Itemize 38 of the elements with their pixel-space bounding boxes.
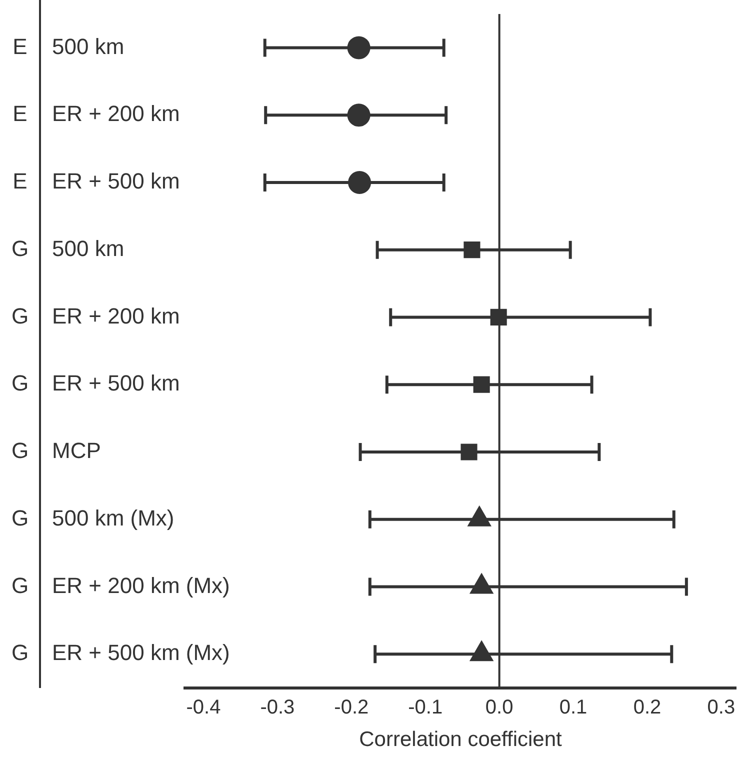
y-tick-label: MCP	[52, 438, 101, 464]
text: G	[11, 640, 29, 666]
point	[470, 640, 494, 662]
x-tick-label: 0.2	[633, 696, 662, 718]
point	[473, 376, 490, 393]
point	[348, 170, 372, 194]
text: G	[11, 303, 29, 328]
text: G	[11, 505, 29, 530]
y-tick-label: 500 km	[52, 34, 124, 59]
y-tick-label: ER + 200 km (Mx)	[52, 572, 230, 598]
y-tick-label: ER + 500 km	[52, 168, 180, 194]
x-tick-label: -0.2	[334, 696, 369, 718]
text: G	[11, 370, 29, 396]
x-axis-title: Correlation coefficient	[359, 728, 562, 752]
point	[347, 104, 370, 127]
y-tick-label: ER + 500 km	[52, 370, 180, 396]
x-tick-label: -0.1	[408, 696, 443, 718]
text: G	[11, 438, 29, 464]
x-tick-label: 0.0	[485, 696, 514, 718]
x-tick-label: -0.3	[260, 696, 295, 718]
y-tick-label: 500 km	[52, 236, 124, 261]
y-tick-label: 500 km (Mx)	[52, 505, 174, 530]
point	[347, 36, 370, 60]
text: E	[12, 168, 28, 194]
x-tick-label: -0.4	[186, 696, 221, 718]
text: G	[11, 572, 29, 598]
y-tick-label: ER + 200 km	[52, 303, 180, 328]
x-tick-label: 0.1	[559, 696, 588, 718]
text: G	[11, 236, 29, 261]
point	[468, 506, 492, 526]
point	[490, 308, 507, 326]
text: E	[12, 34, 28, 59]
x-tick-label: 0.3	[707, 696, 736, 718]
text: E	[12, 101, 28, 126]
point	[470, 573, 494, 594]
y-tick-label: ER + 500 km (Mx)	[52, 640, 230, 666]
y-tick-label: ER + 200 km	[52, 101, 180, 126]
point	[464, 242, 480, 258]
